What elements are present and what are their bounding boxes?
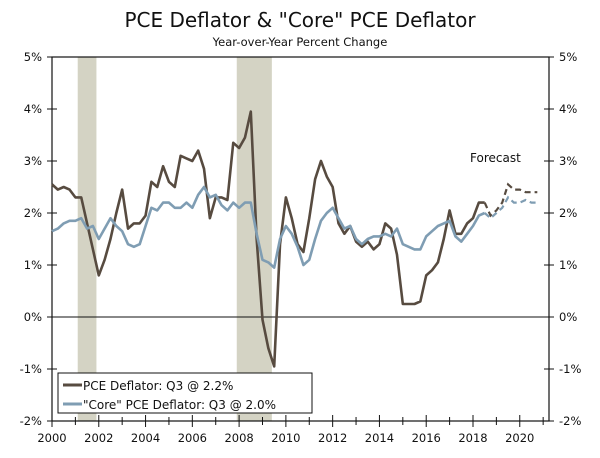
chart-title: PCE Deflator & "Core" PCE Deflator bbox=[124, 8, 476, 32]
y-tick-label-left: -2% bbox=[20, 414, 42, 428]
y-tick-label-right: 1% bbox=[559, 258, 577, 272]
y-tick-label-right: 4% bbox=[559, 102, 577, 116]
x-tick-label: 2010 bbox=[271, 431, 300, 445]
y-tick-label-left: 0% bbox=[24, 310, 42, 324]
series-lines bbox=[51, 110, 538, 368]
pce-forecast-line bbox=[483, 182, 538, 218]
y-tick-label-right: -2% bbox=[559, 414, 581, 428]
plot-frame bbox=[51, 56, 550, 422]
recession-bands bbox=[77, 57, 272, 421]
legend-label-pce: PCE Deflator: Q3 @ 2.2% bbox=[83, 379, 233, 393]
x-tick-label: 2006 bbox=[178, 431, 207, 445]
x-tick-label: 2018 bbox=[458, 431, 487, 445]
x-tick-label: 2020 bbox=[505, 431, 534, 445]
y-tick-label-left: 4% bbox=[24, 102, 42, 116]
core-line bbox=[51, 185, 486, 269]
x-tick-label: 2008 bbox=[224, 431, 253, 445]
y-tick-label-right: 5% bbox=[559, 50, 577, 64]
y-tick-label-right: -1% bbox=[559, 362, 581, 376]
y-tick-label-left: 1% bbox=[24, 258, 42, 272]
core-forecast-line bbox=[483, 195, 538, 220]
recession-band bbox=[77, 57, 97, 421]
y-tick-label-left: 3% bbox=[24, 154, 42, 168]
legend: PCE Deflator: Q3 @ 2.2% "Core" PCE Defla… bbox=[57, 372, 313, 414]
x-tick-label: 2014 bbox=[365, 431, 394, 445]
x-tick-label: 2012 bbox=[318, 431, 347, 445]
y-tick-label-left: 2% bbox=[24, 206, 42, 220]
x-tick-label: 2000 bbox=[37, 431, 66, 445]
axes: 5% 5% 4% 4% 3% 3% 2% 2% 1% 1% 0% 0% -1% -1% -2% -2% 2000… bbox=[20, 50, 582, 445]
chart-subtitle: Year-over-Year Percent Change bbox=[212, 35, 388, 49]
x-tick-label: 2016 bbox=[412, 431, 441, 445]
y-tick-label-left: 5% bbox=[24, 50, 42, 64]
y-tick-label-right: 2% bbox=[559, 206, 577, 220]
recession-band bbox=[236, 57, 272, 421]
x-tick-label: 2002 bbox=[84, 431, 113, 445]
forecast-annotation: Forecast bbox=[470, 151, 521, 165]
y-tick-label-left: -1% bbox=[20, 362, 42, 376]
x-tick-label: 2004 bbox=[131, 431, 160, 445]
y-tick-label-right: 3% bbox=[559, 154, 577, 168]
y-tick-label-right: 0% bbox=[559, 310, 577, 324]
pce-line bbox=[51, 110, 485, 368]
legend-label-core: "Core" PCE Deflator: Q3 @ 2.0% bbox=[83, 398, 276, 412]
